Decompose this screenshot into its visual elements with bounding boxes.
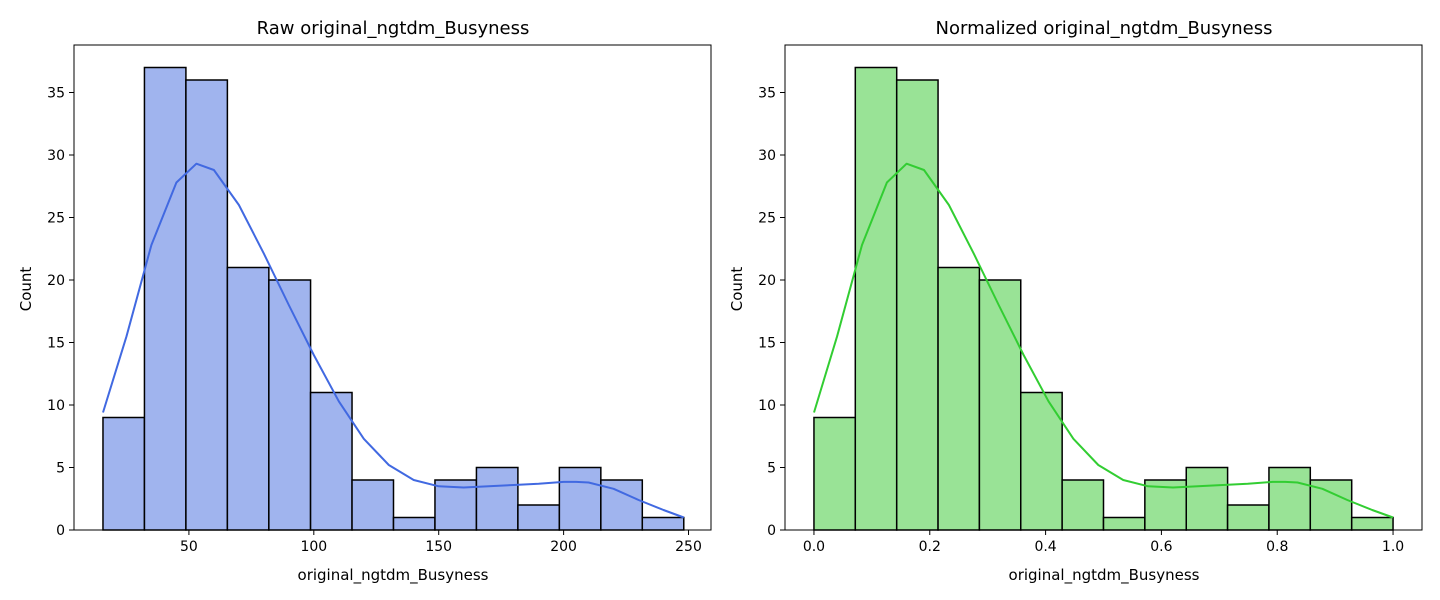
x-tick-label: 100 (300, 539, 327, 555)
y-tick-label: 15 (758, 336, 776, 352)
x-tick-label: 150 (425, 539, 452, 555)
y-tick-label: 30 (47, 148, 65, 164)
y-axis-label: Count (728, 267, 746, 312)
x-tick-label: 250 (675, 539, 702, 555)
y-tick-label: 10 (47, 398, 65, 414)
kde-line (813, 162, 1394, 519)
kde-line (102, 162, 685, 519)
y-tick-label: 5 (56, 461, 65, 477)
axes-frame (784, 44, 1423, 531)
histogram-bar (1268, 466, 1312, 531)
histogram-bar (268, 279, 312, 531)
histogram-bar (1350, 516, 1394, 531)
histogram-bar (475, 466, 519, 531)
y-tick-label: 20 (47, 273, 65, 289)
histogram-bar (351, 479, 395, 531)
histogram-bar (895, 79, 939, 531)
y-tick-label: 35 (758, 86, 776, 102)
histogram-bar (185, 79, 229, 531)
histogram-bar (1185, 466, 1229, 531)
histogram-bar (392, 516, 436, 531)
histogram-bar (854, 66, 898, 531)
histogram-bar (1061, 479, 1105, 531)
x-tick-label: 0.0 (803, 539, 825, 555)
histogram-bar (641, 516, 685, 531)
x-tick-label: 0.8 (1266, 539, 1288, 555)
y-tick-label: 20 (758, 273, 776, 289)
plot-area: 0.0 0.2 0.4 0.6 0.8 1.0 0 5 10 15 20 25 30 35 (758, 44, 1423, 555)
y-tick-label: 25 (758, 211, 776, 227)
y-tick-label: 5 (767, 461, 776, 477)
x-tick-label: 1.0 (1382, 539, 1404, 555)
x-axis-label: original_ngtdm_Busyness (298, 566, 489, 585)
histogram-bar (1102, 516, 1146, 531)
histogram-bar (1144, 479, 1188, 531)
histogram-bar (226, 266, 270, 531)
histogram-bar (102, 416, 146, 531)
y-tick-label: 35 (47, 86, 65, 102)
x-tick-label: 50 (180, 539, 198, 555)
y-tick-label: 0 (56, 523, 65, 539)
chart-title: Normalized original_ngtdm_Busyness (936, 18, 1273, 39)
histogram-bar (978, 279, 1022, 531)
y-tick-label: 0 (767, 523, 776, 539)
y-tick-label: 30 (758, 148, 776, 164)
x-tick-label: 0.6 (1150, 539, 1172, 555)
chart-title: Raw original_ngtdm_Busyness (257, 18, 530, 39)
y-tick-label: 15 (47, 336, 65, 352)
histogram-bar (143, 66, 187, 531)
histogram-bar (1019, 391, 1063, 531)
normalized-histogram-panel: Normalized original_ngtdm_Busyness origi… (728, 18, 1423, 585)
x-tick-label: 0.2 (919, 539, 941, 555)
histogram-bar (813, 416, 857, 531)
plot-area: 50 100 150 200 250 0 5 10 15 20 25 30 35 (47, 44, 712, 555)
histogram-bar (1226, 504, 1270, 531)
axes-frame (73, 44, 712, 531)
y-tick-label: 10 (758, 398, 776, 414)
histogram-bar (558, 466, 602, 531)
y-tick-label: 25 (47, 211, 65, 227)
x-tick-label: 200 (550, 539, 577, 555)
x-tick-label: 0.4 (1034, 539, 1056, 555)
histogram-bar (517, 504, 561, 531)
x-axis-label: original_ngtdm_Busyness (1009, 566, 1200, 585)
histogram-bar (937, 266, 981, 531)
y-axis-label: Count (17, 267, 35, 312)
raw-histogram-panel: Raw original_ngtdm_Busyness original_ngt… (17, 18, 712, 585)
histogram-bar (309, 391, 353, 531)
